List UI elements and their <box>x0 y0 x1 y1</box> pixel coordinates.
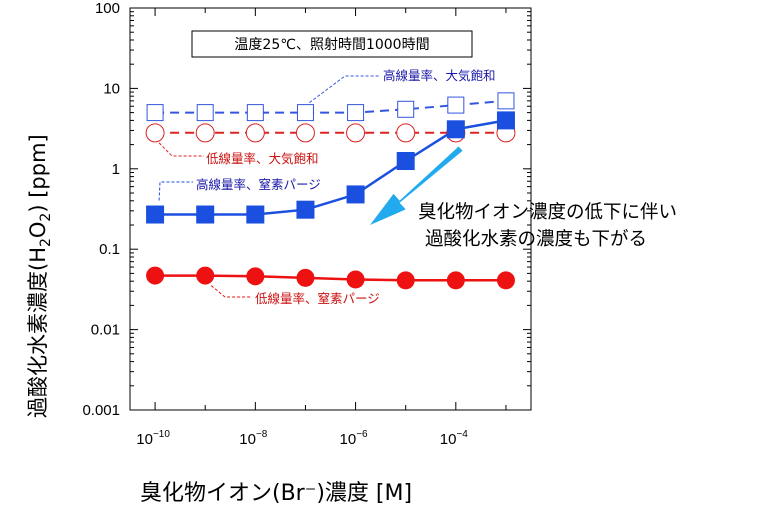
series-4-point <box>146 266 165 285</box>
y-tick-label: 0.1 <box>99 241 120 258</box>
series-markers <box>145 92 516 290</box>
y-tick-label: 10 <box>103 80 120 97</box>
callout-line-1: 臭化物イオン濃度の低下に伴い <box>418 202 677 223</box>
series-3-point <box>496 111 515 130</box>
leader-high-air <box>309 75 380 104</box>
series-1-point <box>246 104 264 122</box>
leader-low-n2 <box>210 285 252 298</box>
series-3-point <box>346 185 365 204</box>
series-1-point <box>397 100 415 118</box>
series-2-point <box>245 123 265 143</box>
series-3-point <box>296 200 315 219</box>
series-4-point <box>196 266 215 285</box>
x-tick-label: 10−4 <box>440 429 469 448</box>
axis-ticks <box>130 7 531 411</box>
x-tick-label: 10−8 <box>239 429 268 448</box>
series-3-point <box>246 205 265 224</box>
series-3-point <box>196 205 215 224</box>
conditions-text: 温度25℃、照射時間1000時間 <box>234 37 429 53</box>
series-1-point <box>146 104 164 122</box>
y-tick-label: 0.01 <box>91 322 120 339</box>
series-1-point <box>497 92 515 110</box>
series-label-low-n2: 低線量率、窒素パージ <box>255 291 380 306</box>
y-tick-label: 100 <box>95 0 120 17</box>
series-4-point <box>396 271 415 290</box>
series-label-high-n2: 高線量率、窒素パージ <box>196 177 321 192</box>
callout-line-2: 過酸化水素の濃度も下がる <box>425 229 647 250</box>
series-4-point <box>346 270 365 289</box>
series-2-point <box>145 123 165 143</box>
y-axis-title: 過酸化水素濃度(H2O2) [ppm] <box>26 134 54 418</box>
series-1-point <box>296 104 314 122</box>
series-label-low-air: 低線量率、大気飽和 <box>206 151 319 166</box>
y-tick-label: 1 <box>112 161 120 178</box>
series-1-point <box>196 104 214 122</box>
series-3-point <box>446 120 465 139</box>
series-2-point <box>346 123 366 143</box>
series-1-point <box>447 96 465 114</box>
annotation-leaders <box>158 75 380 298</box>
trend-arrow <box>370 146 463 225</box>
y-tick-label: 0.001 <box>82 402 120 419</box>
series-2-point <box>396 123 416 143</box>
series-4-point <box>446 271 465 290</box>
x-tick-label: 10−10 <box>136 429 170 448</box>
series-4-point <box>246 267 265 286</box>
series-4-point <box>496 271 515 290</box>
x-axis-title: 臭化物イオン(Br⁻)濃度 [M] <box>140 481 412 506</box>
series-1-point <box>347 104 365 122</box>
series-4-point <box>296 268 315 287</box>
x-tick-label: 10−6 <box>340 429 369 448</box>
series-3-point <box>396 152 415 171</box>
y-tick-labels: 100 10 1 0.1 0.01 0.001 <box>82 0 120 419</box>
conditions-box <box>191 30 473 58</box>
series-2-point <box>295 123 315 143</box>
series-3-point <box>146 205 165 224</box>
x-tick-labels: 10−10 10−8 10−6 10−4 <box>136 429 468 448</box>
series-label-high-air: 高線量率、大気飽和 <box>383 68 496 83</box>
leader-high-n2 <box>158 181 193 201</box>
leader-low-air <box>158 142 204 157</box>
series-2-point <box>195 123 215 143</box>
